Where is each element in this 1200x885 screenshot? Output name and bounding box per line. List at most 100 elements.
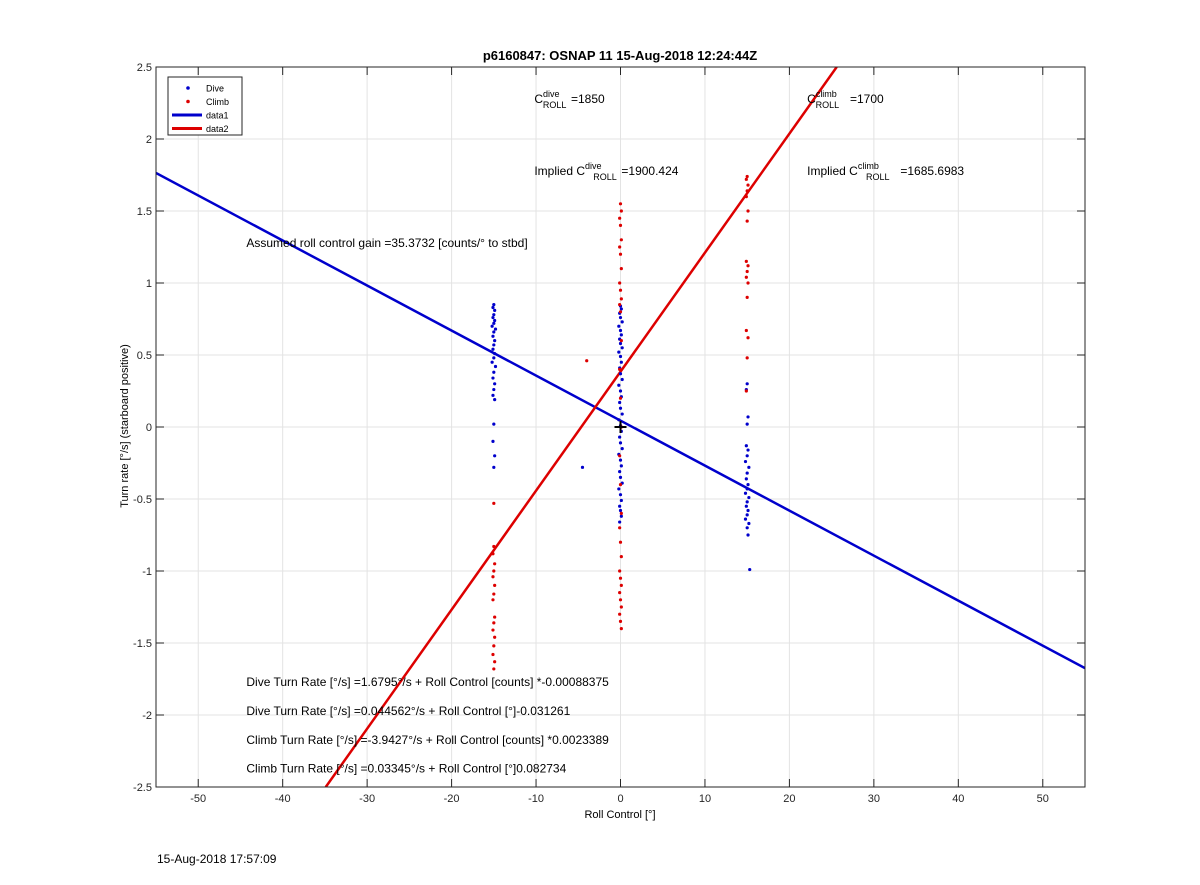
point-dive bbox=[619, 464, 623, 468]
point-climb bbox=[619, 209, 623, 213]
point-climb bbox=[618, 281, 622, 285]
legend-label-dive: Dive bbox=[206, 84, 224, 94]
annotation-value: =1685.6983 bbox=[897, 164, 964, 178]
y-tick-label: 0 bbox=[146, 422, 152, 434]
footer-timestamp: 15-Aug-2018 17:57:09 bbox=[157, 852, 277, 866]
point-climb bbox=[491, 552, 495, 556]
point-dive bbox=[620, 377, 624, 382]
point-dive bbox=[493, 364, 498, 369]
series-group bbox=[156, 67, 1085, 787]
point-climb bbox=[618, 569, 622, 573]
annotation-symbol: C bbox=[576, 164, 585, 178]
point-climb bbox=[493, 660, 497, 664]
point-dive bbox=[491, 376, 495, 380]
legend-marker-climb bbox=[186, 99, 190, 104]
point-climb bbox=[618, 288, 623, 292]
point-dive bbox=[618, 458, 623, 462]
point-dive bbox=[492, 387, 496, 392]
annotation-superscript: dive bbox=[543, 89, 560, 99]
annotation-subscript: ROLL bbox=[816, 100, 840, 110]
point-dive bbox=[580, 465, 585, 469]
point-dive bbox=[618, 435, 622, 439]
point-dive bbox=[492, 356, 496, 360]
point-dive bbox=[620, 320, 624, 324]
annotation-implied-climb: Implied Cclimb ROLL =1685.6983 bbox=[807, 161, 964, 182]
x-tick-label: 10 bbox=[699, 793, 711, 805]
y-tick-label: 1 bbox=[146, 278, 152, 290]
point-dive bbox=[617, 418, 621, 422]
point-dive bbox=[618, 389, 623, 393]
y-tick-label: 2.5 bbox=[137, 62, 152, 74]
point-climb bbox=[492, 592, 496, 596]
annotation-cclimb: Cclimb ROLL =1700 bbox=[807, 89, 884, 110]
point-climb bbox=[746, 209, 750, 213]
annotation-symbol: C bbox=[807, 92, 816, 106]
point-climb bbox=[618, 396, 623, 400]
point-dive bbox=[618, 372, 623, 376]
point-dive bbox=[743, 459, 748, 464]
y-tick-label: 0.5 bbox=[137, 350, 152, 362]
annotation-gain: Assumed roll control gain =35.3732 [coun… bbox=[246, 236, 527, 250]
origin-marker bbox=[614, 421, 627, 433]
point-dive bbox=[492, 465, 496, 469]
plot-series bbox=[156, 67, 1085, 787]
annotation-prefix: Implied bbox=[534, 164, 576, 178]
point-dive bbox=[745, 422, 749, 426]
point-dive bbox=[493, 382, 497, 386]
point-dive bbox=[745, 487, 749, 491]
point-climb bbox=[619, 339, 623, 343]
point-climb bbox=[744, 328, 748, 333]
point-dive bbox=[493, 308, 497, 312]
annotation-superscript: climb bbox=[816, 89, 837, 99]
point-climb bbox=[618, 526, 622, 530]
legend-label-data1: data1 bbox=[206, 111, 229, 121]
point-dive bbox=[748, 567, 752, 572]
point-dive bbox=[493, 327, 498, 331]
annotation-value: =1900.424 bbox=[618, 164, 679, 178]
point-dive bbox=[492, 303, 496, 307]
point-dive bbox=[491, 315, 495, 320]
point-climb bbox=[619, 267, 623, 271]
x-tick-label: -20 bbox=[444, 793, 460, 805]
point-dive bbox=[745, 382, 749, 386]
annotation-value: =1850 bbox=[568, 92, 605, 106]
point-dive bbox=[618, 315, 623, 320]
point-dive bbox=[490, 360, 494, 364]
point-climb bbox=[745, 189, 749, 193]
point-dive bbox=[618, 504, 622, 508]
legend-label-climb: Climb bbox=[206, 97, 229, 107]
grid-lines bbox=[156, 66, 1085, 788]
annotations: Cdive ROLL =1850 Cclimb ROLL =1700 Implied C… bbox=[246, 89, 964, 776]
point-dive bbox=[745, 526, 749, 530]
point-climb bbox=[491, 628, 495, 632]
point-climb bbox=[619, 238, 623, 242]
point-climb bbox=[618, 612, 622, 616]
point-dive bbox=[619, 498, 623, 503]
point-dive bbox=[493, 351, 497, 356]
x-tick-label: 40 bbox=[952, 793, 964, 805]
point-climb bbox=[618, 540, 623, 544]
annotation-prefix: Implied bbox=[807, 164, 849, 178]
point-dive bbox=[746, 533, 750, 537]
point-climb bbox=[492, 544, 496, 549]
x-tick-label: -10 bbox=[528, 793, 544, 805]
legend-box bbox=[167, 76, 243, 136]
y-tick-label: 2 bbox=[146, 134, 152, 146]
y-tick-label: 1.5 bbox=[137, 206, 152, 218]
annotation-subscript: ROLL bbox=[593, 172, 617, 182]
axes: -50 -40 -30 -20 -10 0 10 20 30 40 50 2.5 2 1.5 1 0.5 0 -0… bbox=[133, 62, 1086, 805]
point-dive bbox=[492, 343, 496, 347]
point-climb bbox=[492, 667, 496, 671]
point-climb bbox=[618, 202, 623, 206]
point-climb bbox=[492, 621, 496, 625]
point-dive bbox=[746, 508, 750, 513]
point-climb bbox=[492, 644, 496, 648]
point-dive bbox=[493, 398, 497, 402]
legend: Dive Climb data1 data2 bbox=[167, 76, 243, 136]
point-dive bbox=[619, 360, 623, 364]
series-line-data1 bbox=[156, 171, 1085, 670]
point-dive bbox=[743, 517, 748, 521]
point-climb bbox=[618, 303, 622, 307]
point-dive bbox=[618, 400, 622, 405]
point-dive bbox=[491, 439, 495, 443]
